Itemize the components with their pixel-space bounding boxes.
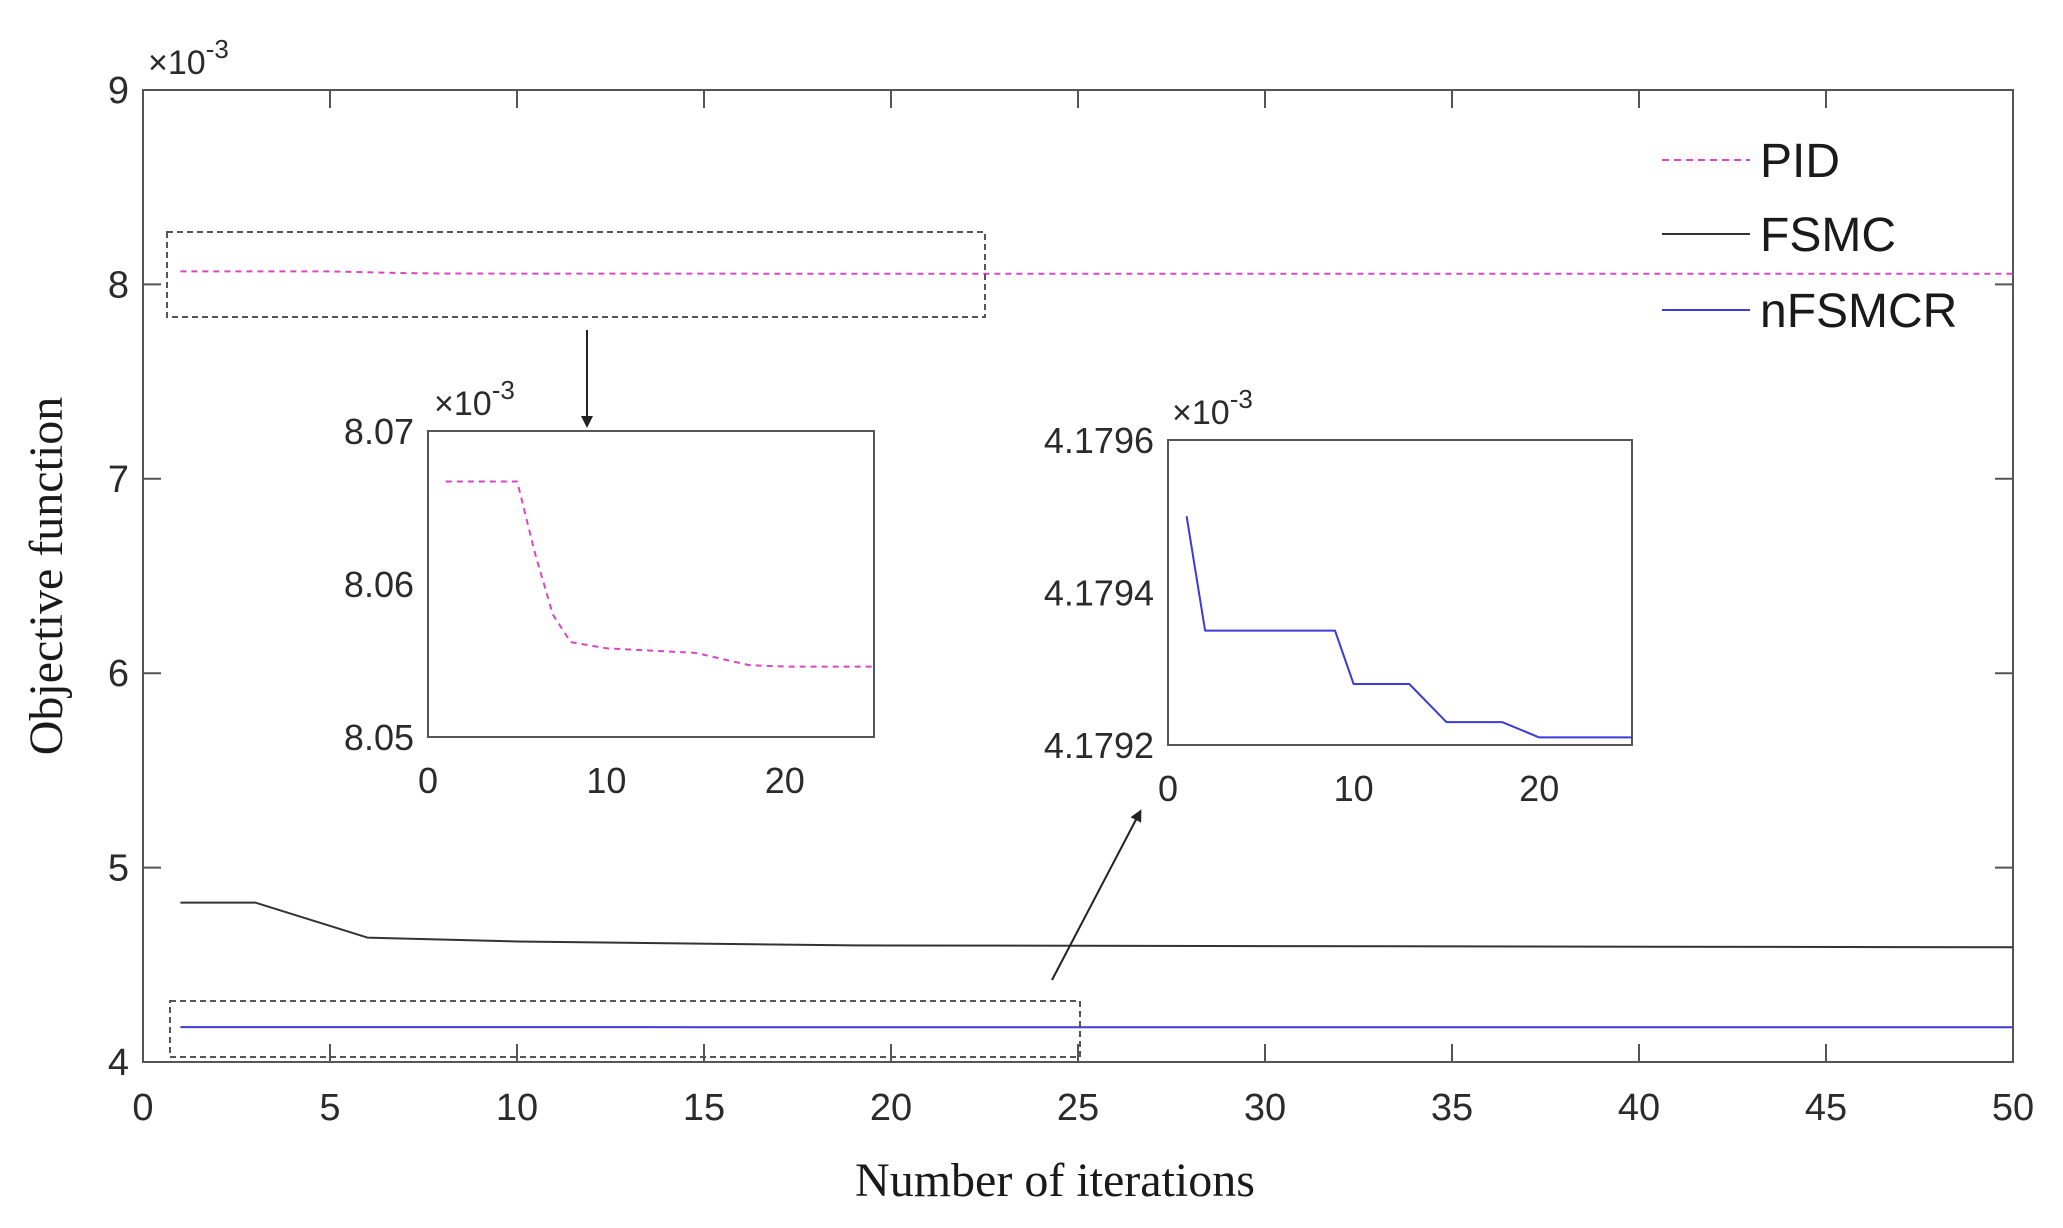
x-tick-label: 0 [418,760,438,801]
y-tick-label: 7 [108,459,129,501]
main-series-group [180,270,2014,1029]
inset-nfsmcr-series-group [1185,516,1632,739]
inset-pid-y-multiplier: ×10-3 [434,375,515,423]
series-line-fsmc [180,901,2014,949]
y-tick-label: 8 [108,264,129,306]
inset-nfsmcr-plot-area [1167,439,1633,746]
x-axis-label: Number of iterations [855,1154,1255,1207]
x-tick-label: 30 [1244,1087,1286,1129]
y-tick-label: 4.1794 [1044,573,1154,614]
inset-pid-axis-ticks: 0 10 20 8.05 8.06 8.07 [344,411,805,801]
y-axis-label: Objective function [20,397,73,756]
x-tick-label: 5 [319,1087,340,1129]
x-tick-label: 10 [586,760,626,801]
inset-pid-series-group [445,480,874,668]
inset-nfsmcr-y-multiplier-exp: -3 [1230,384,1253,414]
main-y-multiplier-base: ×10 [148,44,206,82]
series-line-0 [445,480,874,668]
y-tick-label: 8.05 [344,717,414,758]
x-tick-label: 45 [1805,1087,1847,1129]
inset-pid-y-multiplier-base: ×10 [434,385,492,423]
x-tick-label: 10 [496,1087,538,1129]
x-tick-label: 25 [1057,1087,1099,1129]
inset-pid-plot-area [427,430,875,738]
x-tick-label: 0 [132,1087,153,1129]
series-line-pid [180,270,2013,275]
legend-label-pid: PID [1760,135,1840,188]
y-tick-label: 4.1792 [1044,725,1154,766]
y-tick-label: 5 [108,848,129,890]
inset-pid-y-multiplier-exp: -3 [492,375,515,405]
y-tick-label: 4.1796 [1044,420,1154,461]
y-tick-label: 9 [108,70,129,112]
inset-nfsmcr-y-multiplier: ×10-3 [1172,384,1253,432]
x-tick-label: 0 [1158,768,1178,809]
zoom-box-pid [166,231,986,318]
main-y-multiplier-exp: -3 [206,34,229,64]
x-tick-label: 50 [1992,1087,2034,1129]
x-tick-label: 10 [1334,768,1374,809]
y-tick-label: 8.07 [344,411,414,452]
x-tick-label: 40 [1618,1087,1660,1129]
legend: PID FSMC nFSMCR [1662,135,1957,338]
inset-nfsmcr-axis-ticks: 0 10 20 4.1792 4.1794 4.1796 [1044,420,1559,809]
inset-nfsmcr-y-multiplier-base: ×10 [1172,394,1230,432]
x-tick-label: 15 [683,1087,725,1129]
y-tick-label: 8.06 [344,564,414,605]
arrow-to-nfsmcr-inset [1051,809,1142,981]
x-tick-label: 20 [765,760,805,801]
x-tick-label: 20 [870,1087,912,1129]
y-tick-label: 4 [108,1042,129,1084]
legend-label-fsmc: FSMC [1760,209,1896,262]
zoom-box-nfsmcr [169,1000,1081,1058]
series-line-0 [1185,516,1632,739]
y-tick-label: 6 [108,653,129,695]
x-tick-label: 35 [1431,1087,1473,1129]
main-y-multiplier: ×10-3 [148,34,229,82]
x-tick-label: 20 [1519,768,1559,809]
legend-label-nfsmcr: nFSMCR [1760,285,1957,338]
